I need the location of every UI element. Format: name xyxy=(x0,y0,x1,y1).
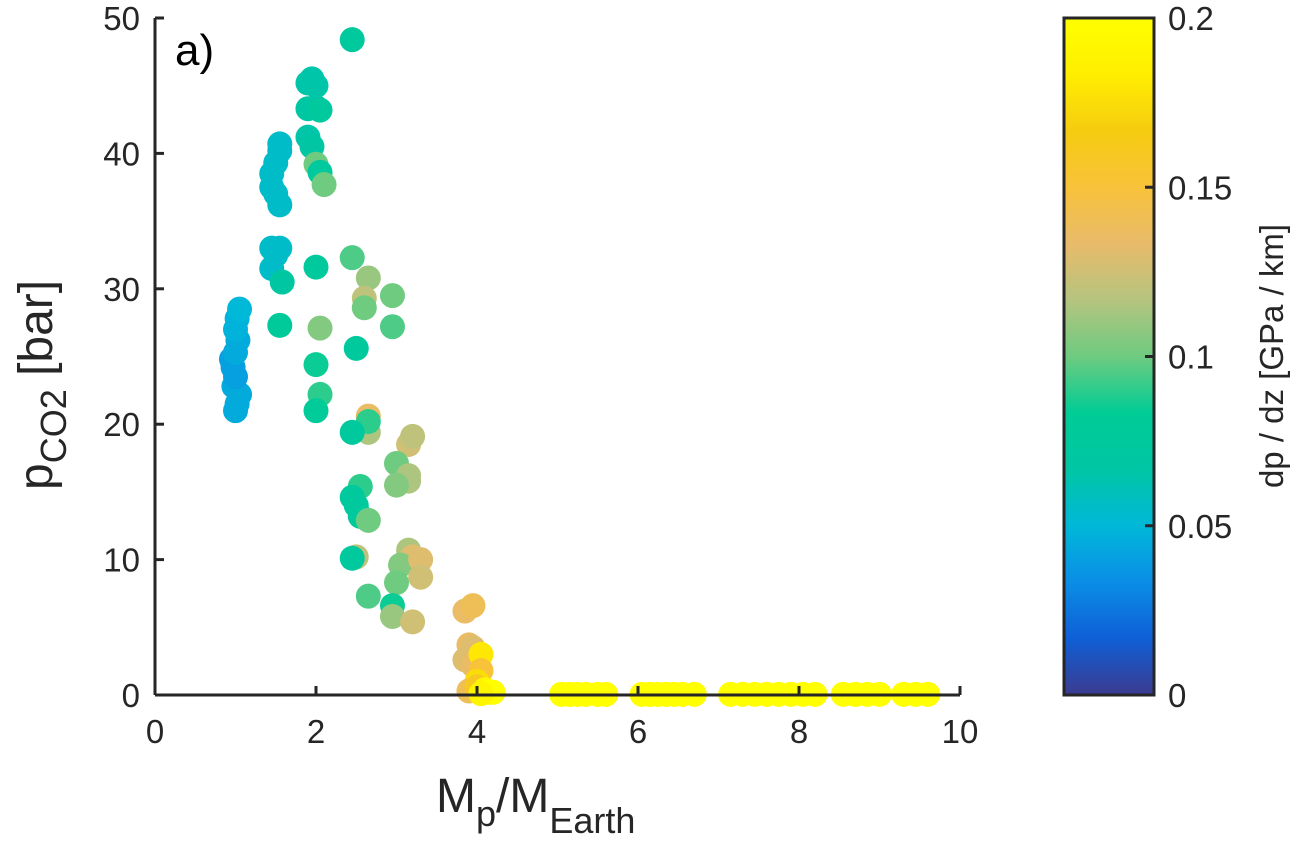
y-tick-label: 40 xyxy=(103,135,140,172)
x-tick-label: 2 xyxy=(307,713,325,750)
colorbar-tick-label: 0.15 xyxy=(1168,169,1232,206)
y-axis-title-unit: [bar] xyxy=(10,280,63,389)
x-axis-title-mid: /M xyxy=(496,770,549,823)
panel-label: a) xyxy=(175,26,214,75)
data-point xyxy=(307,315,333,341)
x-tick-label: 10 xyxy=(942,713,979,750)
data-point xyxy=(303,398,329,424)
y-tick-label: 10 xyxy=(103,542,140,579)
data-point xyxy=(303,254,329,280)
x-tick-label: 6 xyxy=(629,713,647,750)
data-point xyxy=(307,97,333,123)
data-point xyxy=(384,472,409,498)
y-axis-ticks: 0 10 20 30 40 50 xyxy=(103,0,164,714)
y-tick-label: 30 xyxy=(103,271,140,308)
colorbar-tick-label: 0.2 xyxy=(1168,0,1214,37)
x-axis-title-sub1: p xyxy=(476,793,496,834)
data-point xyxy=(460,593,486,619)
data-point xyxy=(339,545,365,571)
x-axis-ticks: 0 2 4 6 8 10 xyxy=(146,686,979,750)
x-tick-label: 4 xyxy=(468,713,486,750)
data-point xyxy=(311,172,337,198)
scatter-points xyxy=(218,27,941,707)
data-point xyxy=(351,295,377,321)
data-point xyxy=(408,547,434,573)
data-point xyxy=(384,570,409,596)
y-tick-label: 20 xyxy=(103,406,140,443)
data-point xyxy=(267,131,293,157)
colorbar-label: dp / dz [GPa / km] xyxy=(1253,224,1290,488)
y-axis-title-sub: CO2 xyxy=(33,389,74,463)
data-point xyxy=(339,27,365,53)
colorbar-tick-label: 0 xyxy=(1168,677,1186,714)
colorbar-tick-label: 0.05 xyxy=(1168,508,1232,545)
y-axis-title-main: p xyxy=(10,463,63,490)
data-point xyxy=(339,419,365,445)
data-point xyxy=(269,269,295,295)
colorbar-ticks: 0 0.05 0.1 0.15 0.2 xyxy=(1145,0,1232,714)
x-tick-label: 0 xyxy=(146,713,164,750)
data-point xyxy=(227,296,253,322)
data-point xyxy=(339,245,365,271)
data-point xyxy=(355,507,381,533)
data-point xyxy=(379,603,405,629)
data-point xyxy=(303,352,329,378)
colorbar-tick-label: 0.1 xyxy=(1168,339,1214,376)
y-tick-label: 50 xyxy=(103,0,140,37)
colorbar xyxy=(1062,16,1156,697)
data-point xyxy=(408,564,434,590)
x-axis-title: Mp/MEarth xyxy=(436,770,635,841)
data-point xyxy=(343,335,369,361)
data-point xyxy=(355,583,381,609)
x-axis-title-main: M xyxy=(436,770,476,823)
y-tick-label: 0 xyxy=(122,677,140,714)
data-point xyxy=(400,423,426,449)
data-point xyxy=(267,312,293,338)
x-tick-label: 8 xyxy=(790,713,808,750)
y-axis-title: pCO2 [bar] xyxy=(10,280,74,490)
x-axis-title-sub2: Earth xyxy=(549,800,635,841)
data-point xyxy=(379,314,405,340)
data-point xyxy=(379,283,405,309)
data-point xyxy=(355,265,381,291)
data-point xyxy=(259,235,285,261)
data-point xyxy=(400,609,426,635)
data-point xyxy=(303,73,329,99)
